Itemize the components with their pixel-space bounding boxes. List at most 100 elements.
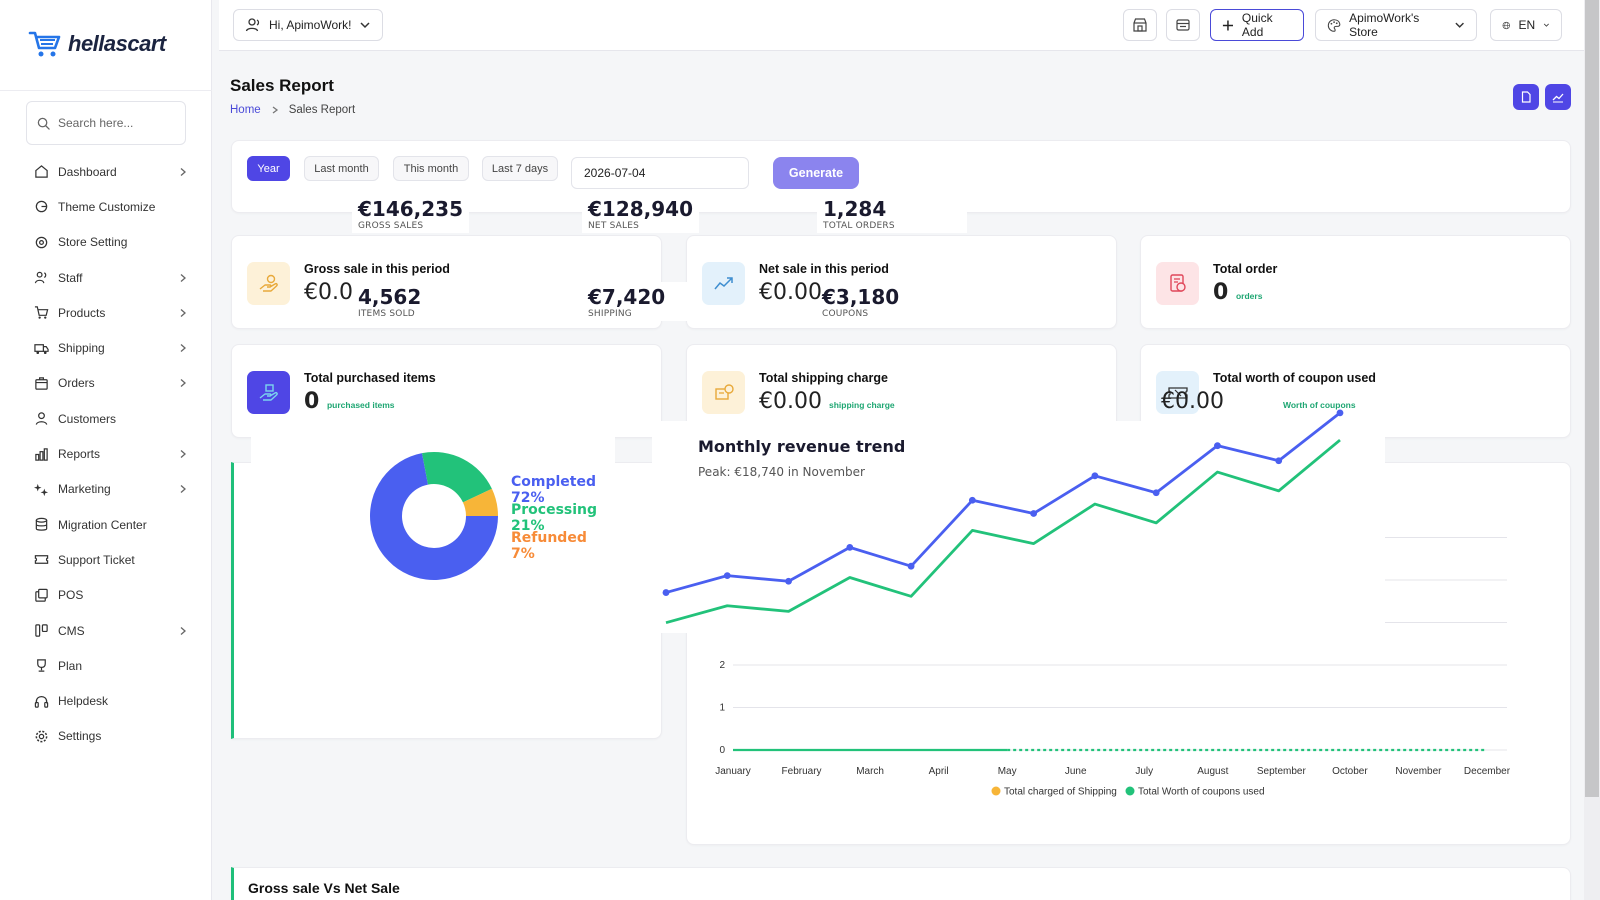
kpi-total-orders-value: 1,284 bbox=[823, 197, 887, 221]
order-receipt-icon bbox=[1156, 262, 1199, 305]
sidebar-item-products[interactable]: Products bbox=[0, 295, 212, 330]
gross-vs-net-title: Gross sale Vs Net Sale bbox=[248, 880, 400, 896]
plus-icon bbox=[1222, 19, 1233, 31]
sidebar-item-shipping[interactable]: Shipping bbox=[0, 330, 212, 365]
total-order-note: orders bbox=[1235, 291, 1263, 301]
total-order-number: 0 bbox=[1213, 280, 1229, 305]
export-chart-button[interactable] bbox=[1545, 84, 1571, 110]
sidebar-item-migration-center[interactable]: Migration Center bbox=[0, 507, 212, 542]
chevron-right-icon bbox=[180, 485, 186, 494]
shipping-box-icon bbox=[702, 371, 745, 414]
shipping-charge-title: Total shipping charge bbox=[759, 371, 888, 385]
user-icon bbox=[33, 411, 49, 427]
x-tick-label: April bbox=[929, 766, 949, 777]
pos-button[interactable] bbox=[1166, 9, 1200, 41]
store-name: ApimoWork's Store bbox=[1349, 11, 1420, 39]
sidebar-item-customers[interactable]: Customers bbox=[0, 401, 212, 436]
truck-icon bbox=[33, 340, 49, 356]
sidebar-divider bbox=[0, 90, 212, 91]
chevron-right-icon bbox=[180, 450, 186, 459]
filter-this-month[interactable]: This month bbox=[393, 156, 469, 181]
x-tick-label: May bbox=[998, 766, 1017, 777]
sparkle-icon bbox=[33, 481, 49, 497]
gear-icon bbox=[33, 728, 49, 744]
kpi-coupons: €3,180 COUPONS bbox=[816, 282, 905, 321]
search-input[interactable] bbox=[58, 116, 178, 130]
net-sale-card: Net sale in this period €0.00 bbox=[686, 235, 1117, 329]
sidebar-item-reports[interactable]: Reports bbox=[0, 436, 212, 471]
hand-coin-icon bbox=[247, 262, 290, 305]
trend-point bbox=[846, 543, 854, 551]
trend-point bbox=[662, 589, 670, 596]
kpi-items-sold: 4,562 ITEMS SOLD bbox=[352, 282, 427, 321]
sidebar: hellascart Dashboard Theme Customize Store… bbox=[0, 0, 212, 900]
trend-point bbox=[1214, 442, 1221, 450]
ticket-icon bbox=[33, 552, 49, 568]
users-icon bbox=[33, 270, 49, 286]
scrollbar-thumb[interactable] bbox=[1585, 0, 1599, 797]
date-input[interactable] bbox=[571, 157, 749, 189]
x-tick-label: August bbox=[1197, 766, 1228, 777]
kpi-coupons-value: €3,180 bbox=[822, 285, 900, 309]
x-tick-label: December bbox=[1464, 766, 1511, 777]
legend-marker bbox=[991, 786, 1001, 796]
store-selector[interactable]: ApimoWork's Store bbox=[1315, 9, 1477, 41]
user-menu-button[interactable]: Hi, ApimoWork! bbox=[233, 9, 384, 41]
sidebar-item-settings[interactable]: Settings bbox=[0, 719, 212, 754]
quick-add-button[interactable]: Quick Add bbox=[1210, 9, 1304, 41]
breadcrumb: Home Sales Report bbox=[230, 104, 355, 116]
user-icon bbox=[245, 18, 260, 32]
storefront-button[interactable] bbox=[1123, 9, 1157, 41]
purchased-items-value: 0 purchased items bbox=[304, 389, 395, 414]
sidebar-item-cms[interactable]: CMS bbox=[0, 613, 212, 648]
sidebar-item-staff[interactable]: Staff bbox=[0, 260, 212, 295]
headset-icon bbox=[33, 693, 49, 709]
sidebar-item-helpdesk[interactable]: Helpdesk bbox=[0, 683, 212, 718]
coupon-worth-note: Worth of coupons bbox=[1283, 400, 1356, 410]
page-scrollbar[interactable] bbox=[1584, 0, 1600, 900]
hand-box-icon bbox=[247, 371, 290, 414]
palette-icon bbox=[1327, 18, 1341, 32]
cms-icon bbox=[33, 623, 49, 639]
filter-last-month[interactable]: Last month bbox=[304, 156, 379, 181]
sidebar-item-dashboard[interactable]: Dashboard bbox=[0, 154, 212, 189]
sidebar-item-store-setting[interactable]: Store Setting bbox=[0, 225, 212, 260]
breadcrumb-home-link[interactable]: Home bbox=[230, 104, 261, 116]
chevron-right-icon bbox=[272, 106, 278, 114]
gross-vs-net-card: Gross sale Vs Net Sale bbox=[231, 867, 1571, 900]
pos-icon bbox=[33, 587, 49, 603]
donut-legend-refunded: Refunded 7% bbox=[511, 530, 587, 562]
filter-year[interactable]: Year bbox=[247, 156, 290, 181]
trophy-icon bbox=[33, 658, 49, 674]
sidebar-item-plan[interactable]: Plan bbox=[0, 648, 212, 683]
topbar: Hi, ApimoWork! Quick Add ApimoWork's Sto… bbox=[219, 0, 1584, 51]
generate-button[interactable]: Generate bbox=[773, 157, 859, 189]
trend-icon bbox=[1552, 93, 1564, 103]
sidebar-nav: Dashboard Theme Customize Store Setting Sta… bbox=[0, 154, 212, 754]
sidebar-item-pos[interactable]: POS bbox=[0, 578, 212, 613]
chevron-right-icon bbox=[180, 626, 186, 635]
trend-point bbox=[723, 572, 731, 580]
kpi-net-sales: €128,940 NET SALES bbox=[582, 194, 700, 233]
shipping-charge-value: €0.00 shipping charge bbox=[759, 389, 895, 414]
sidebar-item-orders[interactable]: Orders bbox=[0, 366, 212, 401]
x-tick-label: January bbox=[715, 766, 751, 777]
x-tick-label: November bbox=[1395, 766, 1442, 777]
gross-sale-title: Gross sale in this period bbox=[304, 262, 450, 276]
sidebar-item-label: Products bbox=[58, 305, 106, 320]
sidebar-item-label: Shipping bbox=[58, 341, 105, 356]
store-setting-icon bbox=[33, 234, 49, 250]
sidebar-item-support-ticket[interactable]: Support Ticket bbox=[0, 542, 212, 577]
logo[interactable]: hellascart bbox=[28, 30, 166, 58]
chevron-down-icon bbox=[1544, 23, 1550, 27]
sidebar-item-marketing[interactable]: Marketing bbox=[0, 472, 212, 507]
language-selector[interactable]: EN bbox=[1490, 9, 1562, 41]
sidebar-search[interactable] bbox=[26, 101, 186, 145]
sidebar-item-theme-customize[interactable]: Theme Customize bbox=[0, 189, 212, 224]
revenue-trend-subtitle: Peak: €18,740 in November bbox=[698, 465, 865, 479]
sidebar-item-label: POS bbox=[58, 588, 84, 603]
export-pdf-button[interactable] bbox=[1513, 84, 1539, 110]
donut-legend-completed: Completed 72% bbox=[511, 474, 597, 506]
filter-last-7-days[interactable]: Last 7 days bbox=[482, 156, 558, 181]
kpi-shipping-label: SHIPPING bbox=[588, 309, 632, 319]
